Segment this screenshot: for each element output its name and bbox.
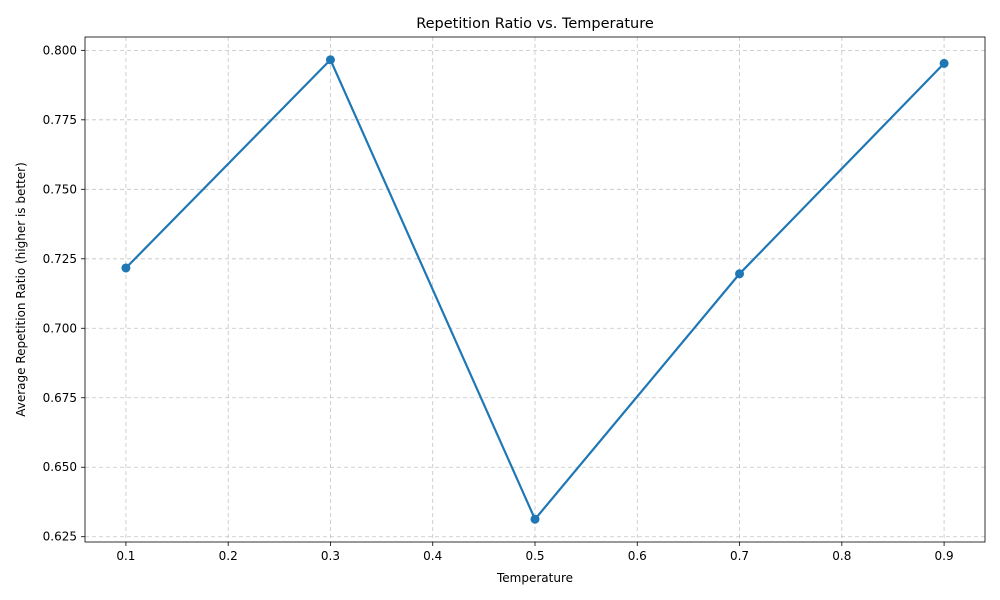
x-tick-label: 0.8 (832, 549, 851, 563)
y-tick-label: 0.725 (43, 252, 77, 266)
data-point (939, 58, 949, 68)
data-point (735, 269, 745, 279)
x-tick-label: 0.9 (935, 549, 954, 563)
y-tick-label: 0.800 (43, 43, 77, 57)
x-tick-label: 0.6 (628, 549, 647, 563)
x-tick-label: 0.1 (116, 549, 135, 563)
data-point (121, 263, 131, 273)
plot-frame (84, 36, 986, 543)
chart-title: Repetition Ratio vs. Temperature (416, 16, 654, 32)
grid (85, 37, 985, 542)
series-layer (121, 55, 949, 524)
x-axis-label: Temperature (496, 571, 573, 585)
data-point (530, 514, 540, 524)
y-tick-label: 0.775 (43, 113, 77, 127)
y-tick-label: 0.625 (43, 530, 77, 544)
x-tick-label: 0.5 (525, 549, 544, 563)
y-tick-label: 0.675 (43, 391, 77, 405)
y-tick-label: 0.750 (43, 182, 77, 196)
y-tick-label: 0.650 (43, 460, 77, 474)
x-tick-label: 0.3 (321, 549, 340, 563)
y-axis-ticks: 0.625 0.650 0.675 0.700 0.725 0.750 0.775 0.800 (43, 43, 85, 544)
x-tick-label: 0.7 (730, 549, 749, 563)
x-axis-ticks: 0.1 0.2 0.3 0.4 0.5 0.6 0.7 0.8 0.9 (116, 542, 954, 563)
x-tick-label: 0.4 (423, 549, 442, 563)
y-tick-label: 0.700 (43, 321, 77, 335)
y-axis-label: Average Repetition Ratio (higher is bett… (14, 162, 28, 417)
x-tick-label: 0.2 (219, 549, 238, 563)
data-point (325, 55, 335, 65)
